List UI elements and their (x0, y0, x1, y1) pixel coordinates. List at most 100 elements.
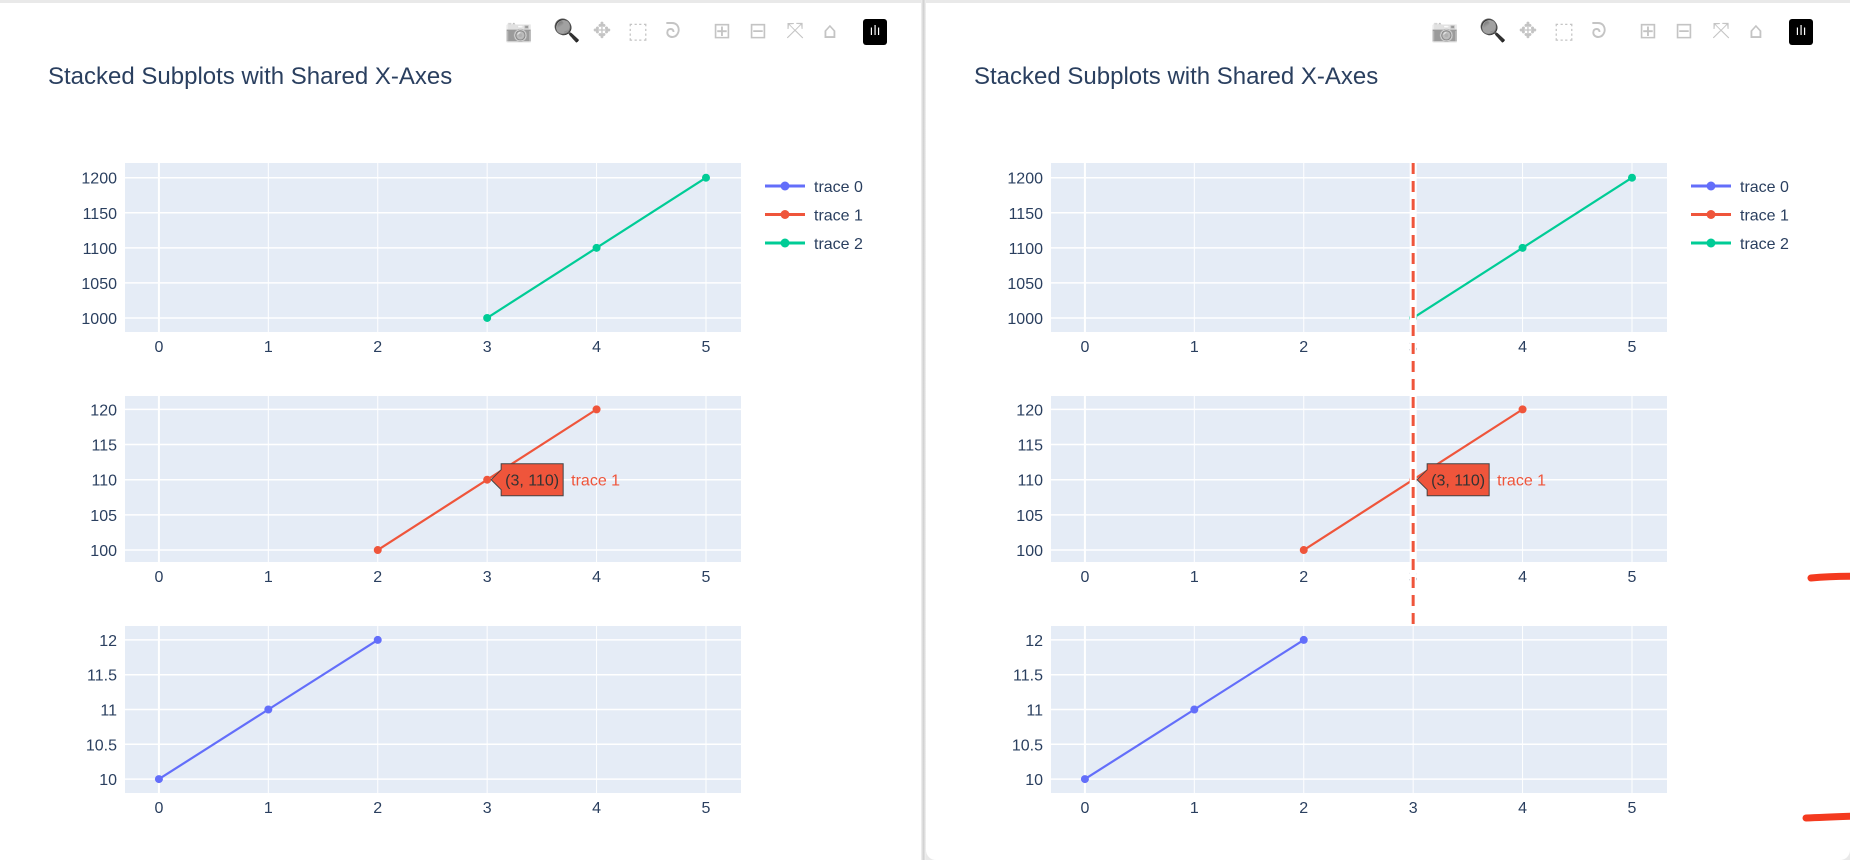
camera-icon[interactable]: 📷 (1431, 19, 1459, 44)
x-tick-label: 2 (1299, 339, 1308, 356)
y-tick-label: 1100 (1009, 241, 1044, 258)
plot-panel-left: 📷 🔍 ✥ ⬚ ᘐ ⊞ ⊟ ⤧ ⌂ ılı Stacked Subplots with Shared… (0, 3, 921, 860)
hover-trace-name: trace 1 (1497, 473, 1546, 490)
y-tick-label: 110 (1017, 473, 1043, 490)
x-tick-label: 3 (483, 339, 492, 356)
box-select-icon[interactable]: ⬚ (627, 19, 649, 44)
legend-marker (780, 210, 790, 219)
x-tick-label: 1 (264, 569, 273, 586)
plotly-logo-icon[interactable]: ılı (1789, 19, 1813, 45)
legend-marker (780, 238, 790, 248)
y-tick-label: 110 (91, 473, 117, 490)
x-tick-label: 0 (1080, 800, 1089, 817)
x-tick-label: 5 (702, 800, 711, 817)
legend-item-trace-1[interactable]: trace 1 (1691, 208, 1789, 225)
data-point-trace-2 (1518, 243, 1527, 252)
y-tick-label: 1200 (1007, 171, 1043, 188)
legend-item-trace-2[interactable]: trace 2 (765, 236, 863, 253)
box-select-icon[interactable]: ⬚ (1553, 19, 1575, 44)
y-tick-label: 11 (100, 703, 117, 720)
legend-marker (1706, 210, 1716, 219)
legend-item-trace-0[interactable]: trace 0 (1691, 179, 1789, 196)
data-point-trace-0 (1299, 635, 1308, 644)
x-tick-label: 0 (1080, 339, 1089, 356)
hover-label: (3, 110) trace 1 (490, 463, 620, 497)
legend-item-trace-1[interactable]: trace 1 (765, 208, 863, 225)
data-point-trace-2 (483, 313, 492, 322)
zoom-icon[interactable]: 🔍 (553, 19, 581, 44)
reset-axes-icon[interactable]: ⌂ (1749, 19, 1763, 44)
data-point-trace-0 (154, 775, 163, 784)
y-tick-label: 10 (99, 772, 117, 789)
data-point-trace-2 (592, 243, 601, 252)
legend: trace 0 trace 1 trace 2 (765, 179, 863, 253)
x-tick-label: 2 (373, 569, 382, 586)
legend-marker (1706, 181, 1716, 191)
x-tick-label: 1 (1190, 569, 1199, 586)
hover-trace-name: trace 1 (571, 473, 620, 490)
autoscale-icon[interactable]: ⤧ (1712, 19, 1730, 44)
hover-label: (3, 110) trace 1 (1416, 463, 1546, 497)
x-tick-label: 4 (1518, 339, 1527, 356)
data-point-trace-2 (1627, 173, 1636, 182)
y-tick-label: 1000 (81, 311, 117, 328)
data-point-trace-1 (1299, 546, 1308, 555)
x-tick-label: 3 (1409, 800, 1418, 817)
y-tick-label: 12 (99, 633, 117, 650)
y-tick-label: 1100 (83, 241, 118, 258)
chart-title: Stacked Subplots with Shared X-Axes (48, 63, 453, 90)
legend-item-trace-0[interactable]: trace 0 (765, 179, 863, 196)
data-point-trace-1 (373, 546, 382, 555)
zoom-out-icon[interactable]: ⊟ (1674, 19, 1694, 44)
y-tick-label: 1150 (1009, 206, 1044, 223)
legend-label: trace 1 (814, 208, 863, 225)
y-tick-label: 115 (1017, 438, 1043, 455)
hover-value: (3, 110) (1431, 473, 1485, 490)
chart-svg[interactable]: 0123451000105011001150120001234510010511… (926, 3, 1850, 860)
legend-label: trace 0 (814, 179, 863, 196)
x-tick-label: 5 (1628, 800, 1637, 817)
y-tick-label: 10.5 (1012, 737, 1043, 754)
y-tick-label: 100 (1016, 543, 1043, 560)
legend-item-trace-2[interactable]: trace 2 (1691, 236, 1789, 253)
y-tick-label: 120 (90, 402, 117, 419)
data-point-trace-1 (483, 475, 492, 484)
legend-label: trace 0 (1740, 179, 1789, 196)
hover-value: (3, 110) (505, 473, 559, 490)
y-tick-label: 11.5 (87, 668, 117, 685)
x-tick-label: 5 (702, 339, 711, 356)
lasso-select-icon[interactable]: ᘐ (665, 19, 681, 44)
y-tick-label: 1050 (1007, 276, 1043, 293)
x-tick-label: 0 (154, 800, 163, 817)
lasso-select-icon[interactable]: ᘐ (1591, 19, 1607, 44)
zoom-in-icon[interactable]: ⊞ (1638, 19, 1658, 44)
annotation-arrow-icon (1802, 812, 1850, 822)
autoscale-icon[interactable]: ⤧ (786, 19, 804, 44)
hover-box (490, 463, 564, 497)
x-tick-label: 4 (592, 800, 601, 817)
y-tick-label: 11.5 (1013, 668, 1043, 685)
pan-icon[interactable]: ✥ (592, 19, 612, 44)
x-tick-label: 5 (1628, 569, 1637, 586)
camera-icon[interactable]: 📷 (505, 19, 533, 44)
reset-axes-icon[interactable]: ⌂ (823, 19, 837, 44)
data-point-trace-1 (1518, 405, 1527, 414)
y-tick-label: 12 (1025, 633, 1043, 650)
x-tick-label: 4 (1518, 569, 1527, 586)
window-divider[interactable] (921, 0, 926, 860)
pan-icon[interactable]: ✥ (1518, 19, 1538, 44)
zoom-out-icon[interactable]: ⊟ (748, 19, 768, 44)
zoom-icon[interactable]: 🔍 (1479, 19, 1507, 44)
plotly-logo-icon[interactable]: ılı (863, 19, 887, 45)
zoom-in-icon[interactable]: ⊞ (712, 19, 732, 44)
y-tick-label: 105 (90, 508, 117, 525)
y-tick-label: 1050 (81, 276, 117, 293)
y-tick-label: 11 (1026, 703, 1043, 720)
x-tick-label: 1 (1190, 800, 1199, 817)
